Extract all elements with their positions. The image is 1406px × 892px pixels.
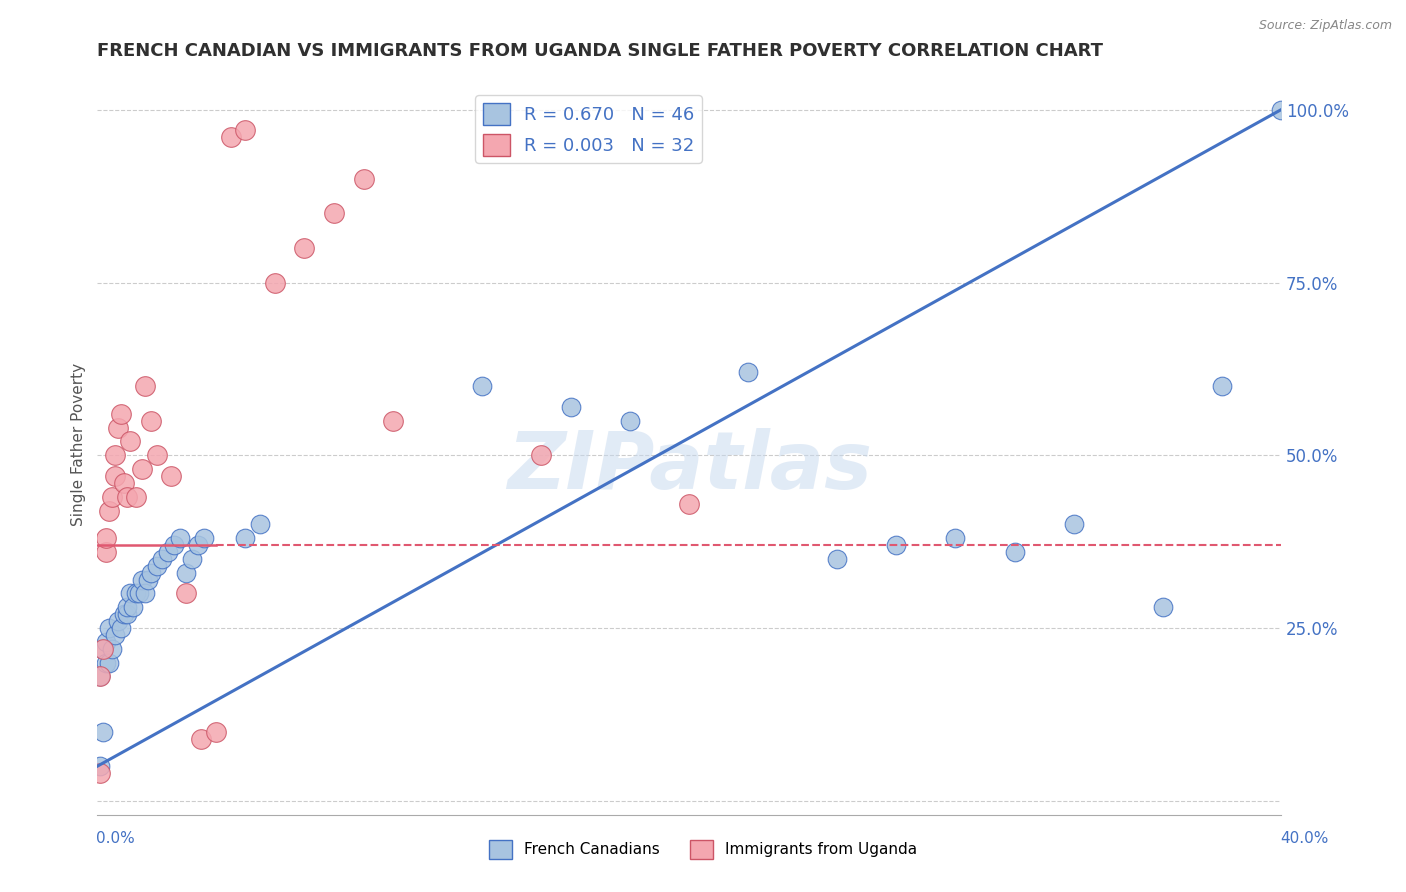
Point xyxy=(96,531,118,545)
Point xyxy=(382,414,405,428)
Point xyxy=(1152,600,1174,615)
Point xyxy=(169,531,191,545)
Point xyxy=(233,123,256,137)
Point xyxy=(174,586,197,600)
Point xyxy=(121,600,143,615)
Point xyxy=(98,656,121,670)
Point xyxy=(131,573,153,587)
Point xyxy=(101,641,124,656)
Point xyxy=(91,724,114,739)
Point xyxy=(825,552,848,566)
Point xyxy=(163,538,186,552)
Text: FRENCH CANADIAN VS IMMIGRANTS FROM UGANDA SINGLE FATHER POVERTY CORRELATION CHAR: FRENCH CANADIAN VS IMMIGRANTS FROM UGAND… xyxy=(97,42,1104,60)
Point xyxy=(737,365,759,379)
Point xyxy=(884,538,907,552)
Point xyxy=(89,669,111,683)
Point xyxy=(96,545,118,559)
Point xyxy=(96,656,118,670)
Point xyxy=(110,621,132,635)
Point xyxy=(112,607,135,622)
Point xyxy=(219,130,242,145)
Point xyxy=(128,586,150,600)
Text: ZIPatlas: ZIPatlas xyxy=(506,428,872,506)
Point xyxy=(136,573,159,587)
Point xyxy=(204,724,226,739)
Point xyxy=(89,669,111,683)
Point xyxy=(89,759,111,773)
Point xyxy=(110,407,132,421)
Point xyxy=(157,545,180,559)
Text: 40.0%: 40.0% xyxy=(1281,831,1329,846)
Point xyxy=(945,531,967,545)
Point xyxy=(104,469,127,483)
Point xyxy=(193,531,215,545)
Point xyxy=(98,503,121,517)
Point xyxy=(181,552,204,566)
Point xyxy=(104,448,127,462)
Legend: French Canadians, Immigrants from Uganda: French Canadians, Immigrants from Uganda xyxy=(482,834,924,864)
Point xyxy=(1063,517,1085,532)
Point xyxy=(560,400,582,414)
Point xyxy=(233,531,256,545)
Point xyxy=(264,276,287,290)
Point xyxy=(145,558,167,573)
Point xyxy=(187,538,209,552)
Point xyxy=(98,621,121,635)
Point xyxy=(89,766,111,780)
Point xyxy=(118,434,141,449)
Point xyxy=(471,379,494,393)
Point xyxy=(112,475,135,490)
Point xyxy=(619,414,641,428)
Point xyxy=(678,497,700,511)
Text: 0.0%: 0.0% xyxy=(96,831,135,846)
Point xyxy=(96,635,118,649)
Point xyxy=(294,241,316,255)
Point xyxy=(530,448,553,462)
Point xyxy=(91,641,114,656)
Point xyxy=(152,552,174,566)
Point xyxy=(115,600,138,615)
Point xyxy=(1211,379,1233,393)
Point xyxy=(160,469,183,483)
Point xyxy=(1004,545,1026,559)
Point xyxy=(174,566,197,580)
Text: Source: ZipAtlas.com: Source: ZipAtlas.com xyxy=(1258,19,1392,31)
Point xyxy=(107,420,129,434)
Point xyxy=(115,490,138,504)
Point xyxy=(353,172,375,186)
Point xyxy=(249,517,271,532)
Point xyxy=(134,586,156,600)
Point xyxy=(125,586,148,600)
Point xyxy=(104,628,127,642)
Point xyxy=(107,614,129,628)
Point xyxy=(125,490,148,504)
Point xyxy=(115,607,138,622)
Legend: R = 0.670   N = 46, R = 0.003   N = 32: R = 0.670 N = 46, R = 0.003 N = 32 xyxy=(475,95,702,163)
Point xyxy=(101,490,124,504)
Point xyxy=(131,462,153,476)
Point xyxy=(139,414,162,428)
Point xyxy=(139,566,162,580)
Point xyxy=(91,641,114,656)
Point xyxy=(118,586,141,600)
Point xyxy=(134,379,156,393)
Y-axis label: Single Father Poverty: Single Father Poverty xyxy=(72,363,86,526)
Point xyxy=(1270,103,1292,117)
Point xyxy=(323,206,346,220)
Point xyxy=(145,448,167,462)
Point xyxy=(190,731,212,746)
